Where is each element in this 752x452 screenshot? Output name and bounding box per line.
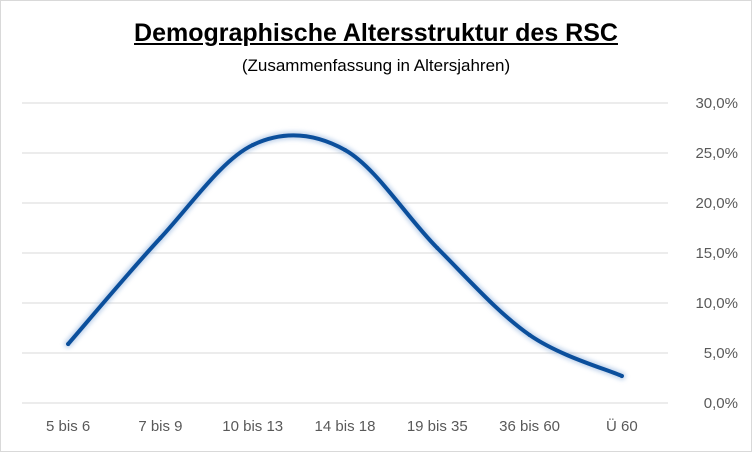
x-axis: 5 bis 6 7 bis 9 10 bis 13 14 bis 18 19 bis 3… — [46, 417, 638, 435]
x-tick-label: 5 bis 6 — [46, 418, 90, 435]
x-tick-label: 36 bis 60 — [499, 418, 560, 435]
y-tick-label: 25,0% — [695, 145, 738, 162]
data-point — [343, 148, 347, 152]
x-tick-label: Ü 60 — [606, 417, 638, 435]
y-tick-label: 15,0% — [695, 245, 738, 262]
y-tick-label: 20,0% — [695, 195, 738, 212]
chart-subtitle: (Zusammenfassung in Altersjahren) — [241, 56, 511, 75]
data-point — [66, 342, 71, 346]
data-point — [527, 333, 532, 337]
y-axis: 0,0% 5,0% 10,0% 15,0% 20,0% 25,0% 30,0% — [695, 95, 738, 412]
chart-title: Demographische Altersstruktur des RSC — [134, 19, 618, 47]
data-point — [619, 374, 624, 378]
x-tick-label: 14 bis 18 — [315, 418, 376, 435]
y-tick-label: 10,0% — [695, 295, 738, 312]
data-point — [435, 246, 440, 250]
y-tick-label: 5,0% — [704, 345, 738, 362]
series-line — [66, 133, 624, 378]
x-tick-label: 10 bis 13 — [222, 418, 283, 435]
data-point — [158, 236, 163, 240]
y-tick-label: 0,0% — [704, 395, 738, 412]
gridlines — [22, 102, 668, 404]
x-tick-label: 7 bis 9 — [138, 418, 182, 435]
series-line-group — [64, 131, 626, 380]
data-point — [250, 143, 255, 147]
y-tick-label: 30,0% — [695, 95, 738, 112]
x-tick-label: 19 bis 35 — [407, 418, 468, 435]
